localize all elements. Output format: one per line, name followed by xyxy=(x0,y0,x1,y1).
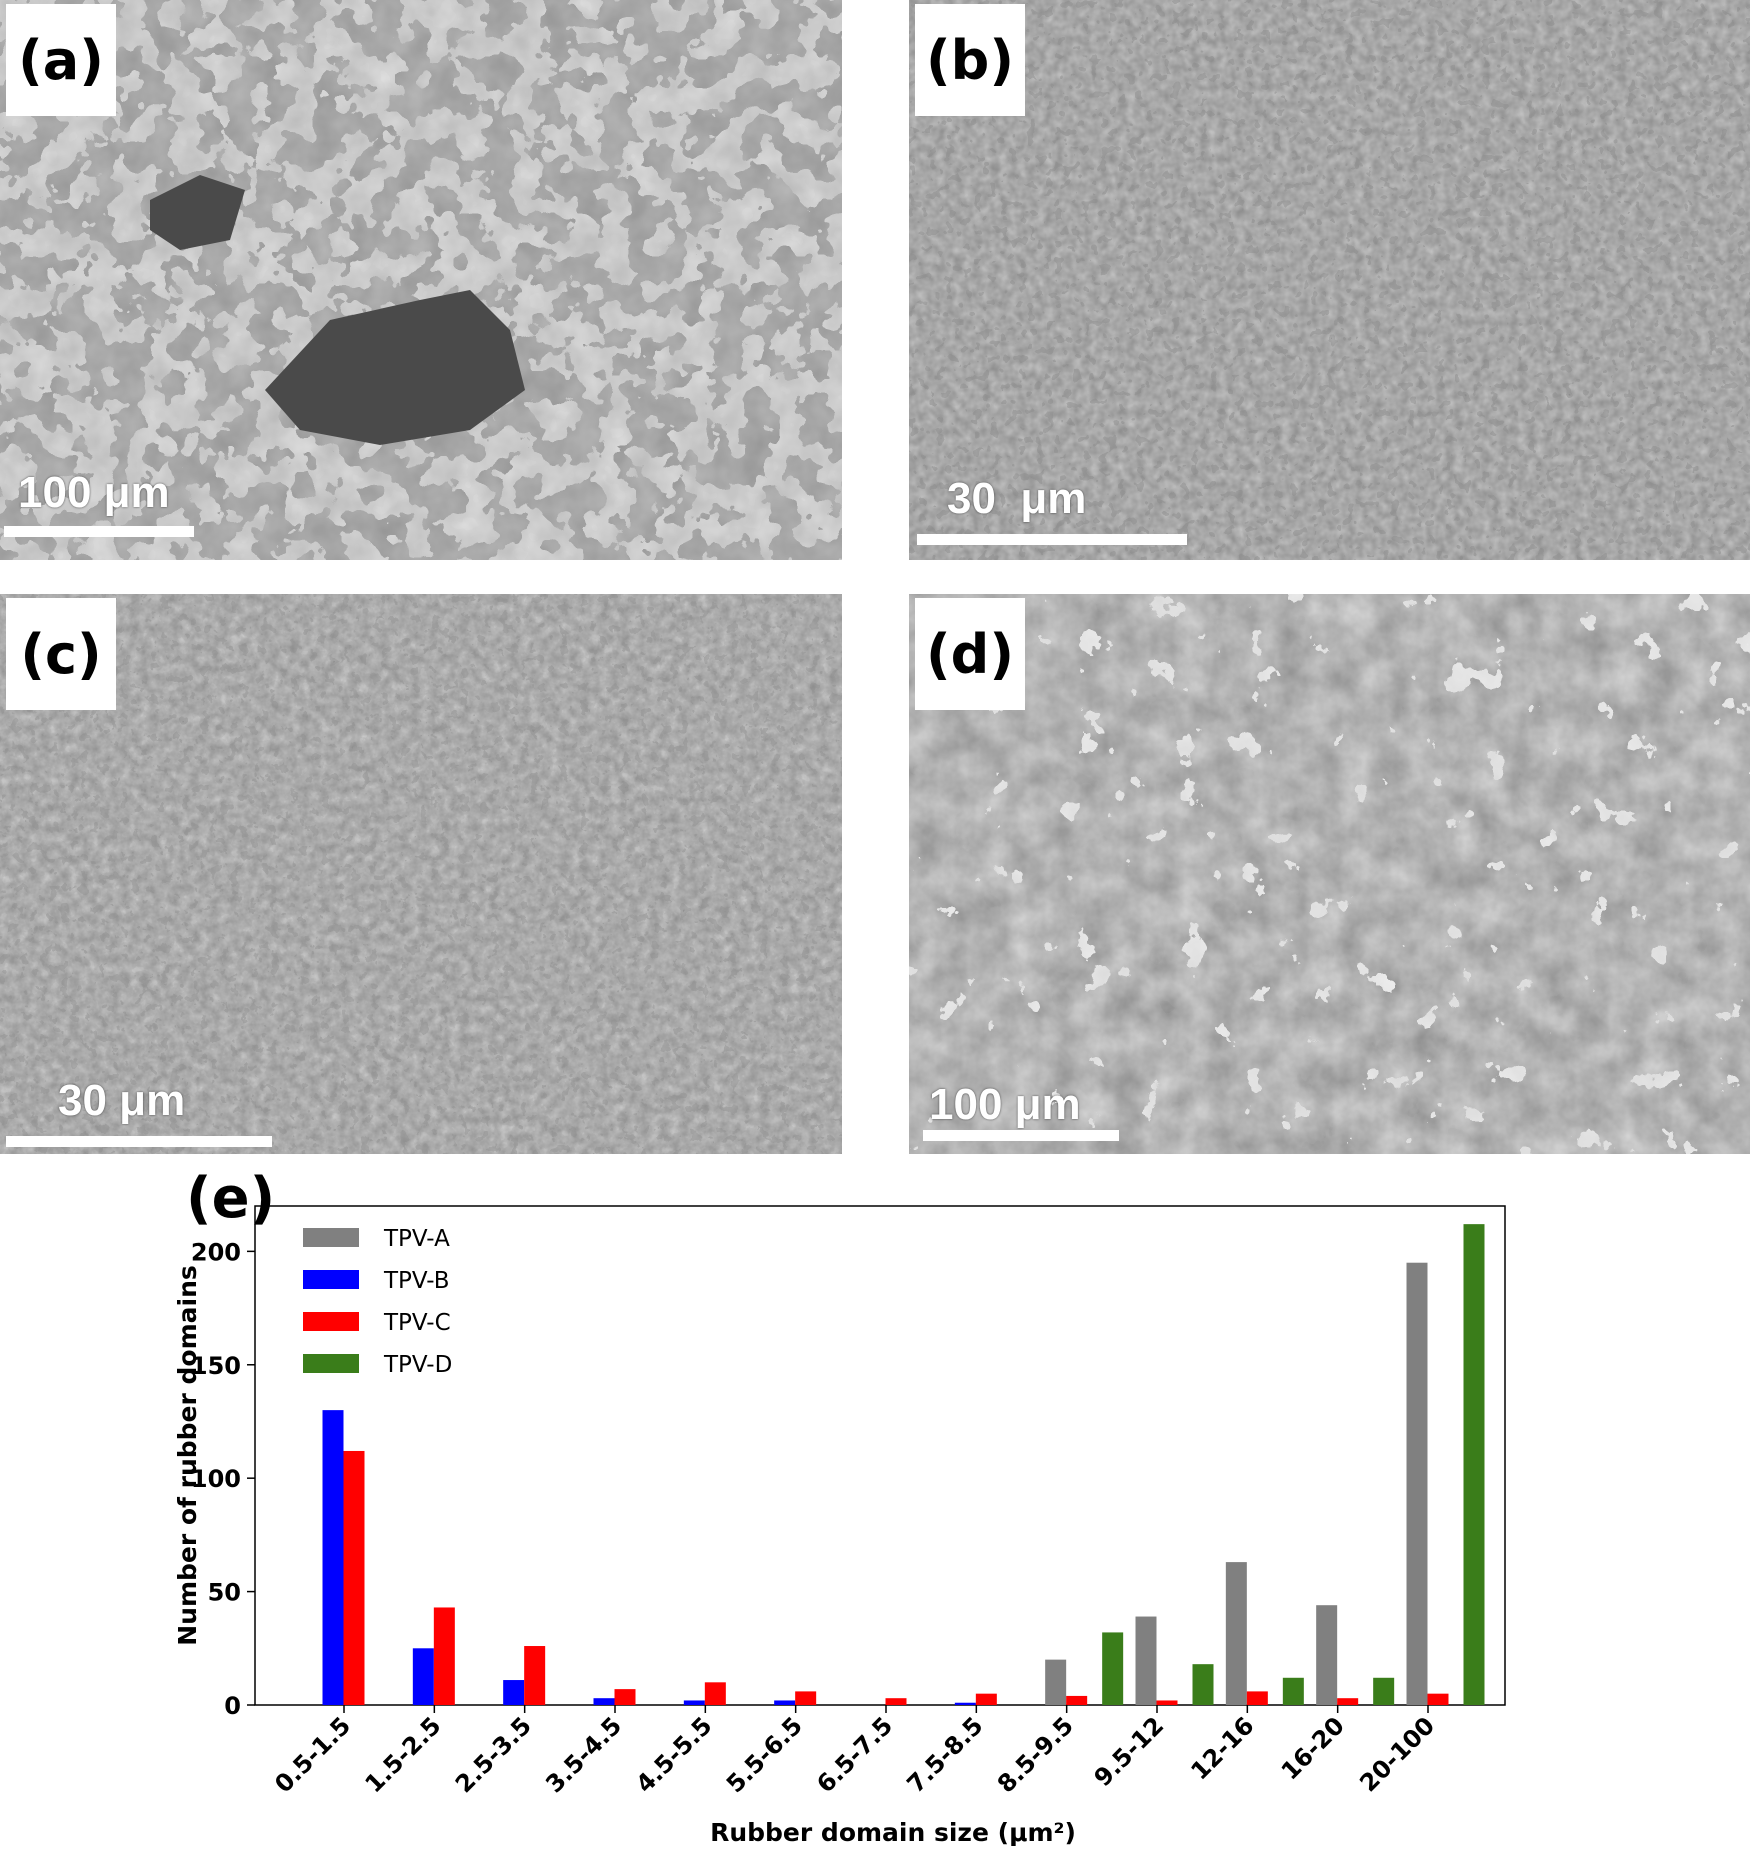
bar-tpv-c-3.5-4.5 xyxy=(614,1689,636,1705)
bar-chart-svg: 0 50 100 150 200 0.5-1.5 1.5-2.5 2.5-3.5 3.5-4.5… xyxy=(173,1205,1506,1847)
x-tick-label: 0.5-1.5 xyxy=(269,1711,356,1798)
bar-tpv-c-5.5-6.5 xyxy=(795,1691,817,1705)
x-tick-label: 2.5-3.5 xyxy=(450,1711,537,1798)
panel-label-c: (c) xyxy=(6,598,116,710)
bar-chart: 0 50 100 150 200 0.5-1.5 1.5-2.5 2.5-3.5 3.5-4.5… xyxy=(0,1160,1750,1854)
panel-label-b: (b) xyxy=(915,4,1025,116)
y-tick-label: 200 xyxy=(191,1238,241,1266)
bar-tpv-d-16-20 xyxy=(1373,1677,1395,1705)
micrograph-c-image xyxy=(0,594,842,1154)
bar-tpv-c-16-20 xyxy=(1337,1698,1359,1705)
y-tick-label: 100 xyxy=(191,1465,241,1493)
x-tick-label: 8.5-9.5 xyxy=(992,1711,1079,1798)
y-tick-label: 150 xyxy=(191,1352,241,1380)
bar-tpv-d-9.5-12 xyxy=(1192,1664,1214,1705)
bar-tpv-b-7.5-8.5 xyxy=(954,1702,976,1705)
x-tick-label: 12-16 xyxy=(1185,1711,1259,1785)
y-tick-label: 50 xyxy=(208,1579,241,1607)
micrograph-b: (b) 30 μm xyxy=(909,0,1750,560)
bar-tpv-b-0.5-1.5 xyxy=(322,1410,344,1705)
micrograph-c: (c) 30 μm xyxy=(0,594,842,1154)
bar-tpv-d-20-100 xyxy=(1463,1224,1485,1705)
bar-tpv-c-6.5-7.5 xyxy=(885,1698,907,1705)
legend-swatch-tpv-d xyxy=(303,1354,359,1373)
legend-label: TPV-A xyxy=(383,1226,450,1252)
legend-swatch-tpv-c xyxy=(303,1312,359,1331)
legend-label: TPV-B xyxy=(383,1268,450,1294)
legend-swatch-tpv-b xyxy=(303,1270,359,1289)
x-tick-label: 20-100 xyxy=(1354,1711,1440,1797)
scale-bar-b xyxy=(917,534,1187,545)
bar-tpv-c-7.5-8.5 xyxy=(975,1693,997,1705)
plot-frame xyxy=(254,1205,1506,1706)
y-tick-label: 0 xyxy=(224,1692,241,1720)
panel-label-d: (d) xyxy=(915,598,1025,710)
bar-tpv-c-8.5-9.5 xyxy=(1066,1695,1088,1705)
bar-tpv-a-16-20 xyxy=(1316,1605,1338,1705)
bar-tpv-b-5.5-6.5 xyxy=(774,1700,796,1705)
bar-tpv-b-4.5-5.5 xyxy=(683,1700,705,1705)
x-tick-label: 4.5-5.5 xyxy=(631,1711,718,1798)
x-tick-label: 16-20 xyxy=(1276,1711,1350,1785)
scale-text-a: 100 μm xyxy=(18,468,170,517)
scale-bar-d xyxy=(923,1130,1119,1141)
scale-text-b: 30 μm xyxy=(947,474,1087,523)
x-axis-label: Rubber domain size (μm²) xyxy=(710,1818,1076,1847)
scale-text-c: 30 μm xyxy=(58,1076,186,1125)
x-tick-label: 9.5-12 xyxy=(1089,1711,1170,1792)
legend-label: TPV-C xyxy=(383,1310,451,1336)
scale-bar-c xyxy=(6,1136,272,1147)
scale-text-d: 100 μm xyxy=(929,1080,1081,1129)
legend-swatch-tpv-a xyxy=(303,1228,359,1247)
x-tick-label: 1.5-2.5 xyxy=(360,1711,447,1798)
bar-tpv-c-4.5-5.5 xyxy=(704,1682,726,1705)
bar-tpv-a-12-16 xyxy=(1225,1562,1247,1705)
micrograph-d: (d) 100 μm xyxy=(909,594,1750,1154)
bar-tpv-a-8.5-9.5 xyxy=(1045,1659,1067,1705)
micrograph-d-image xyxy=(909,594,1750,1154)
bar-tpv-c-9.5-12 xyxy=(1156,1700,1178,1705)
micrograph-b-image xyxy=(909,0,1750,560)
bar-tpv-c-20-100 xyxy=(1427,1693,1449,1705)
legend-label: TPV-D xyxy=(383,1352,452,1378)
x-tick-label: 6.5-7.5 xyxy=(811,1711,898,1798)
panel-label-a: (a) xyxy=(6,4,116,116)
bar-tpv-d-12-16 xyxy=(1282,1677,1304,1705)
bar-tpv-c-12-16 xyxy=(1246,1691,1268,1705)
bar-tpv-d-8.5-9.5 xyxy=(1102,1632,1124,1705)
bar-tpv-c-2.5-3.5 xyxy=(524,1646,546,1705)
panel-label-e: (e) xyxy=(186,1166,276,1231)
x-tick-label: 3.5-4.5 xyxy=(540,1711,627,1798)
bar-tpv-a-20-100 xyxy=(1406,1262,1428,1705)
scale-bar-a xyxy=(4,526,194,537)
bar-tpv-c-0.5-1.5 xyxy=(343,1450,365,1705)
micrograph-a: (a) 100 μm xyxy=(0,0,842,560)
bar-tpv-b-3.5-4.5 xyxy=(593,1698,615,1705)
x-tick-label: 7.5-8.5 xyxy=(902,1711,989,1798)
bar-tpv-b-2.5-3.5 xyxy=(503,1680,525,1705)
y-axis-label: Number of rubber domains xyxy=(173,1265,202,1646)
bar-tpv-a-9.5-12 xyxy=(1135,1616,1157,1705)
x-tick-label: 5.5-6.5 xyxy=(721,1711,808,1798)
bar-tpv-b-1.5-2.5 xyxy=(412,1648,434,1705)
bar-tpv-c-1.5-2.5 xyxy=(433,1607,455,1705)
micrograph-a-image xyxy=(0,0,842,560)
